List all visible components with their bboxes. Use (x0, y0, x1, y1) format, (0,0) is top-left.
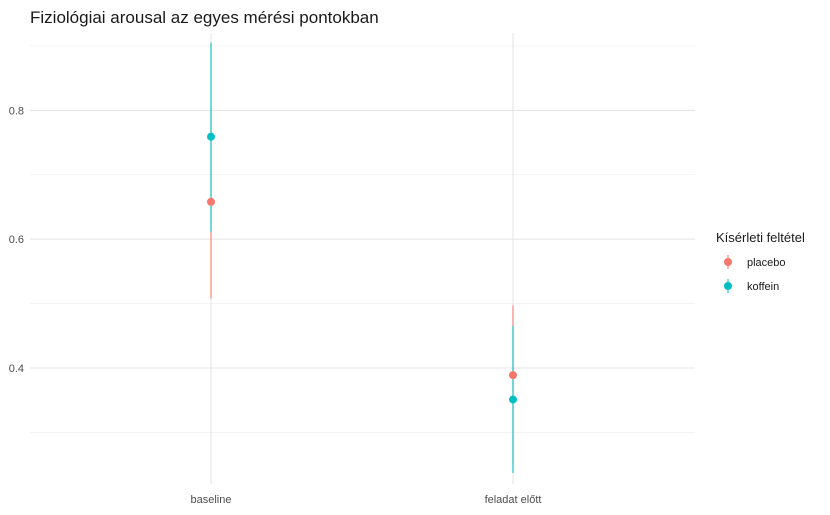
legend: Kísérleti feltétel placebo koffein (716, 230, 805, 293)
grid (30, 33, 695, 484)
chart-title: Fiziológiai arousal az egyes mérési pont… (30, 8, 379, 27)
y-tick-label: 0.6 (9, 234, 24, 246)
y-axis-ticks: 0.4 0.6 0.8 (9, 105, 24, 375)
x-axis-ticks: baseline feladat előtt (191, 494, 542, 506)
y-tick-label: 0.4 (9, 363, 24, 375)
legend-key-point-koffein (724, 282, 732, 290)
legend-title: Kísérleti feltétel (716, 230, 805, 245)
point-koffein (207, 132, 215, 141)
x-tick-label: baseline (191, 494, 232, 506)
plot-marks (207, 42, 517, 474)
legend-label-koffein: koffein (747, 281, 779, 293)
point-placebo (207, 197, 215, 206)
legend-key-point-placebo (724, 258, 732, 266)
legend-label-placebo: placebo (747, 257, 786, 269)
y-tick-label: 0.8 (9, 105, 24, 117)
point-placebo (509, 371, 517, 380)
point-koffein (509, 395, 517, 404)
x-tick-label: feladat előtt (485, 494, 542, 506)
